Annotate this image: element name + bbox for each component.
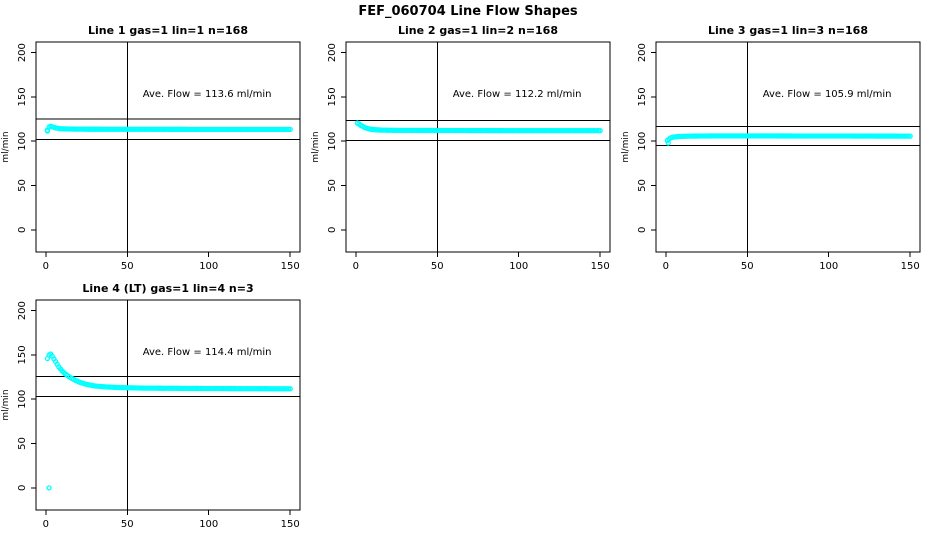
x-tick-label: 50 [121, 519, 134, 530]
main-title: FEF_060704 Line Flow Shapes [358, 4, 578, 19]
y-tick-label: 200 [637, 43, 648, 62]
x-tick-label: 150 [281, 261, 300, 272]
subplot-line-1: Line 1 gas=1 lin=1 n=168 0 50 100 150 0 50 100… [0, 20, 312, 278]
x-tick-label: 0 [43, 519, 49, 530]
axes [341, 41, 611, 257]
y-tick-label: 100 [17, 132, 28, 151]
data-series [44, 123, 293, 134]
ave-flow-annotation: Ave. Flow = 113.6 ml/min [143, 89, 272, 100]
x-tick-label: 150 [901, 261, 920, 272]
subplot-line-3: Line 3 gas=1 lin=3 n=168 0 50 100 150 0 50 100… [620, 20, 932, 278]
x-tick-label: 50 [431, 261, 444, 272]
y-tick-label: 150 [637, 87, 648, 106]
x-tick-label: 0 [353, 261, 359, 272]
y-tick-label: 100 [637, 132, 648, 151]
ave-flow-annotation: Ave. Flow = 114.4 ml/min [143, 347, 272, 358]
y-tick-label: 0 [327, 227, 338, 233]
y-tick-label: 100 [327, 132, 338, 151]
x-tick-label: 100 [509, 261, 528, 272]
subplot-4-title: Line 4 (LT) gas=1 lin=4 n=3 [82, 282, 253, 295]
y-axis-label: ml/min [1, 389, 11, 420]
subplot-3-title: Line 3 gas=1 lin=3 n=168 [708, 24, 868, 37]
data-series [664, 133, 913, 146]
plot-box [345, 41, 611, 253]
subplot-line-4: Line 4 (LT) gas=1 lin=4 n=3 0 50 100 150 0 50… [0, 278, 312, 536]
ave-flow-annotation: Ave. Flow = 112.2 ml/min [453, 89, 582, 100]
x-tick-label: 100 [199, 519, 218, 530]
y-tick-label: 0 [637, 227, 648, 233]
reference-lines [656, 42, 920, 252]
plot-canvas-1: Line 1 gas=1 lin=1 n=168 0 50 100 150 0 50 100… [1, 24, 301, 272]
y-tick-label: 150 [327, 87, 338, 106]
x-tick-label: 0 [43, 261, 49, 272]
y-axis-label: ml/min [1, 131, 11, 162]
plot-canvas-2: Line 2 gas=1 lin=2 n=168 0 50 100 150 0 50 100… [311, 24, 611, 272]
plot-box [655, 41, 921, 253]
x-tick-label: 150 [281, 519, 300, 530]
y-tick-label: 150 [17, 345, 28, 364]
subplot-1-title: Line 1 gas=1 lin=1 n=168 [88, 24, 248, 37]
plot-canvas-3: Line 3 gas=1 lin=3 n=168 0 50 100 150 0 50 100… [621, 24, 921, 272]
y-tick-label: 200 [327, 43, 338, 62]
y-tick-label: 0 [17, 227, 28, 233]
subplot-1-plot-area: 0 50 100 150 0 50 100 150 200 ml/min Ave. Flow = 1… [1, 41, 301, 272]
y-tick-label: 200 [17, 301, 28, 320]
plot-box [35, 299, 301, 511]
y-tick-label: 50 [17, 179, 28, 192]
axes [31, 41, 301, 257]
reference-lines [36, 42, 300, 252]
reference-lines [346, 42, 610, 252]
data-series [44, 351, 293, 491]
plot-canvas-4: Line 4 (LT) gas=1 lin=4 n=3 0 50 100 150 0 50… [1, 282, 301, 530]
ave-flow-annotation: Ave. Flow = 105.9 ml/min [763, 89, 892, 100]
x-tick-label: 50 [121, 261, 134, 272]
y-axis-label: ml/min [311, 131, 321, 162]
x-tick-label: 150 [591, 261, 610, 272]
subplot-2-plot-area: 0 50 100 150 0 50 100 150 200 ml/min Ave. Flow = 1… [311, 41, 611, 272]
x-tick-label: 100 [819, 261, 838, 272]
subplot-line-2: Line 2 gas=1 lin=2 n=168 0 50 100 150 0 50 100… [310, 20, 622, 278]
x-tick-label: 0 [663, 261, 669, 272]
y-tick-label: 50 [327, 179, 338, 192]
axes [31, 299, 301, 515]
y-axis-label: ml/min [621, 131, 631, 162]
x-tick-label: 50 [741, 261, 754, 272]
plot-box [35, 41, 301, 253]
reference-lines [36, 300, 300, 510]
data-series [354, 120, 603, 134]
y-tick-label: 0 [17, 485, 28, 491]
subplot-2-title: Line 2 gas=1 lin=2 n=168 [398, 24, 558, 37]
y-tick-label: 50 [637, 179, 648, 192]
subplot-4-plot-area: 0 50 100 150 0 50 100 150 200 ml/min Ave. Flow = 1… [1, 299, 301, 530]
y-tick-label: 150 [17, 87, 28, 106]
y-tick-label: 200 [17, 43, 28, 62]
y-tick-label: 50 [17, 437, 28, 450]
subplot-3-plot-area: 0 50 100 150 0 50 100 150 200 ml/min Ave. Flow = 1… [621, 41, 921, 272]
axes [651, 41, 921, 257]
x-tick-label: 100 [199, 261, 218, 272]
y-tick-label: 100 [17, 390, 28, 409]
